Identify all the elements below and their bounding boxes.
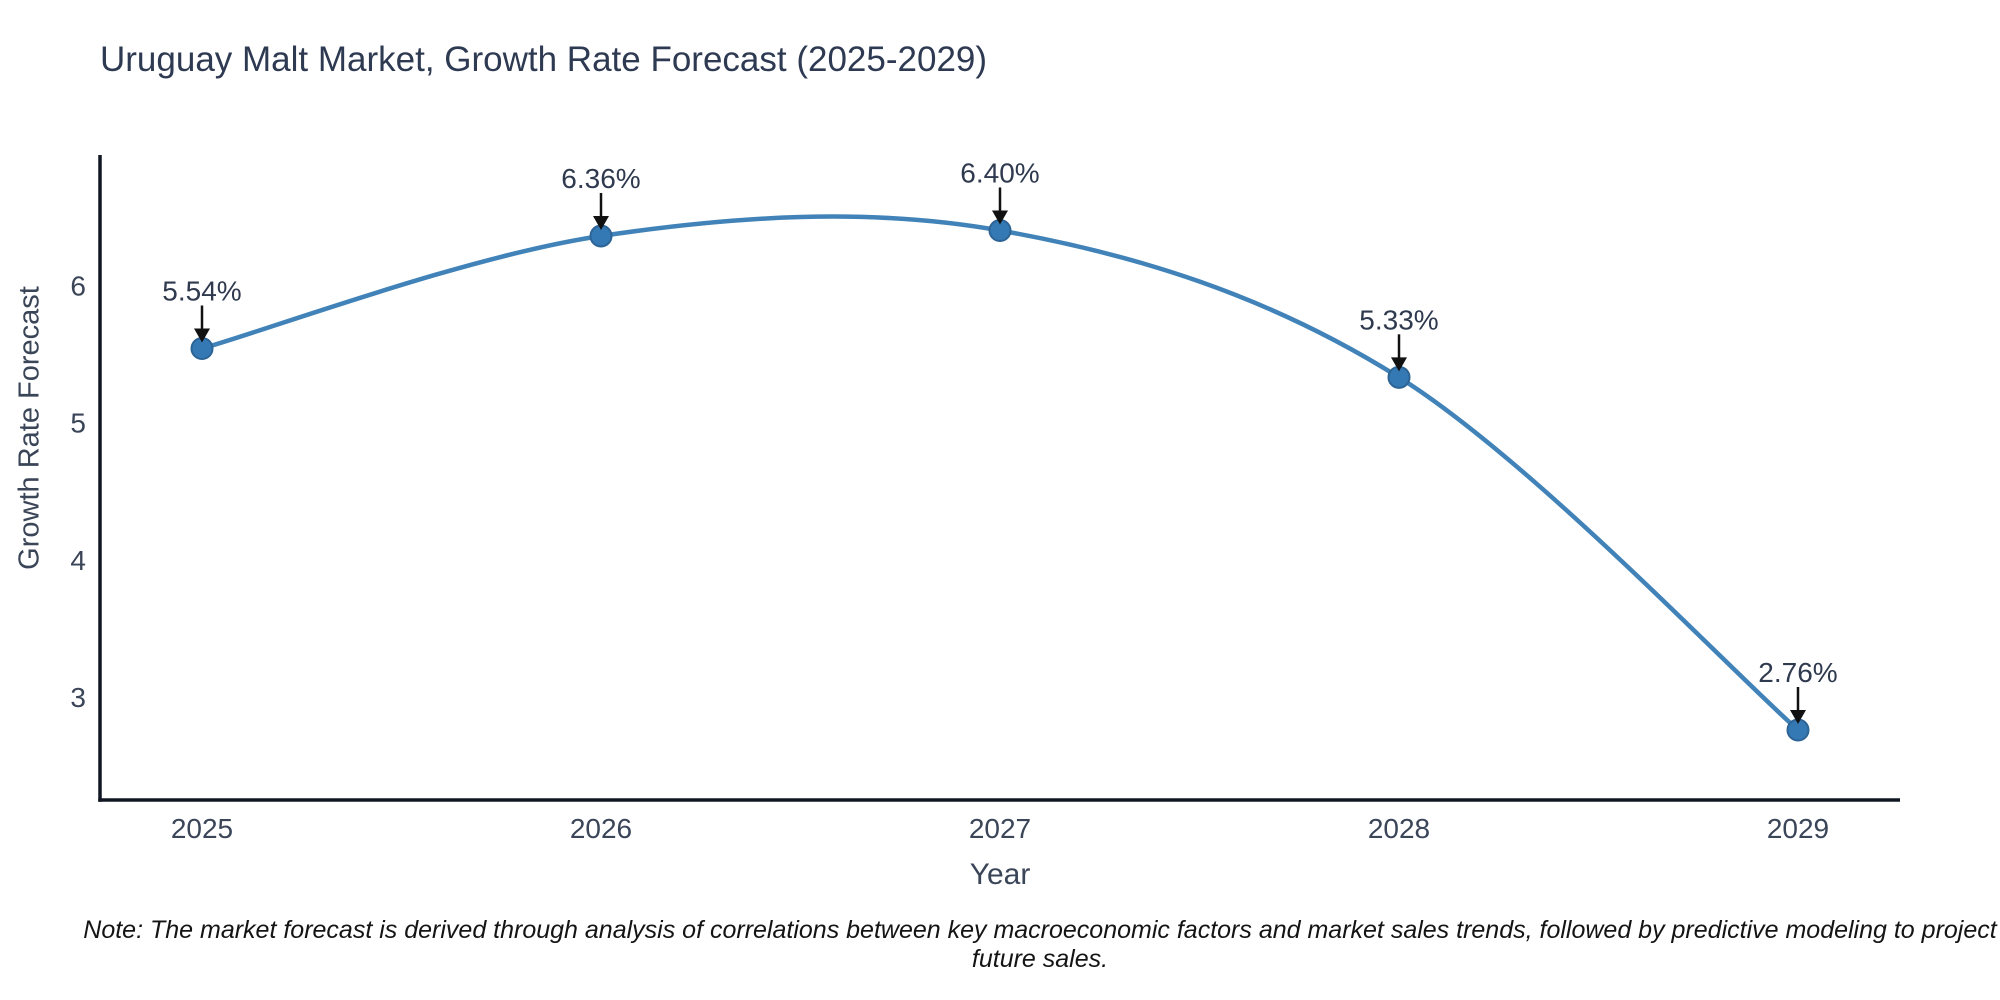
x-tick-label: 2027	[969, 813, 1031, 844]
annotation-arrowhead	[1391, 357, 1407, 372]
chart-title: Uruguay Malt Market, Growth Rate Forecas…	[100, 40, 988, 79]
x-tick-label: 2028	[1368, 813, 1430, 844]
annotation-arrowhead	[992, 210, 1008, 225]
forecast-line	[199, 214, 1801, 733]
x-tick-label: 2029	[1767, 813, 1829, 844]
footnote: Note: The market forecast is derived thr…	[83, 916, 1997, 973]
x-tick-label: 2026	[570, 813, 632, 844]
y-tick-label: 3	[70, 682, 86, 713]
y-tick-label: 4	[70, 545, 86, 576]
x-tick-label: 2025	[171, 813, 233, 844]
data-point-label: 6.36%	[561, 163, 640, 194]
data-point-label: 5.33%	[1359, 304, 1438, 335]
y-tick-label: 5	[70, 408, 86, 439]
annotation-arrowhead	[1790, 710, 1806, 725]
x-axis-title: Year	[969, 858, 1031, 891]
data-point-label: 6.40%	[960, 157, 1039, 188]
data-point-label: 5.54%	[162, 276, 241, 307]
data-point-label: 2.76%	[1758, 657, 1837, 688]
annotation-arrowhead	[593, 215, 609, 230]
y-tick-label: 6	[70, 270, 86, 301]
annotation-arrowhead	[194, 328, 210, 343]
